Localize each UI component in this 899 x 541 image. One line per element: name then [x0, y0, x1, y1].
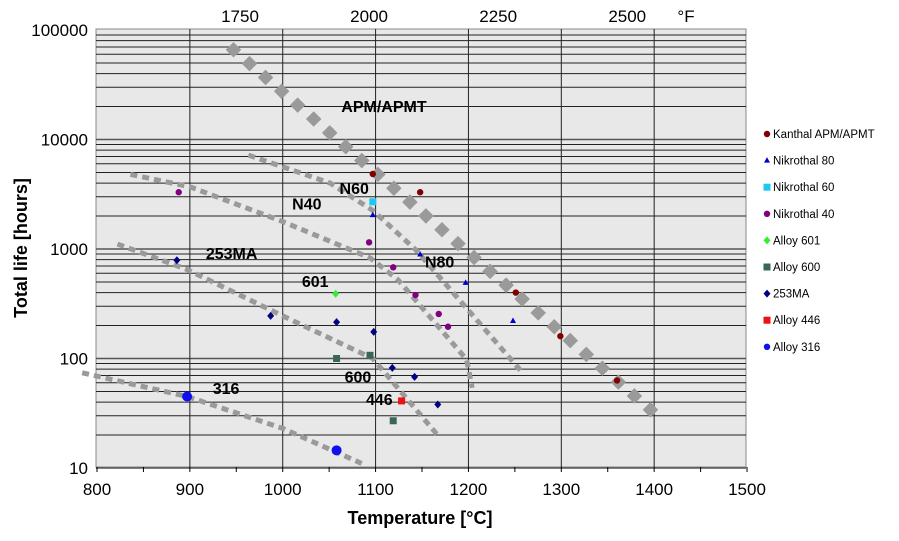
point-nikrothal-80: [369, 211, 376, 218]
trend-diamond-apm-apmt: [450, 235, 466, 252]
legend-marker: [763, 210, 771, 217]
trend-line-n60: [247, 152, 523, 372]
legend-marker: [764, 157, 770, 163]
annotation-label: 446: [366, 392, 393, 409]
point-alloy-600: [366, 351, 374, 359]
trend-diamond-apm-apmt: [386, 180, 402, 197]
point-alloy-316: [182, 391, 193, 402]
point-nikrothal-40: [390, 264, 397, 271]
fahrenheit-tick-label: 1750: [221, 7, 259, 26]
point-alloy-600: [333, 355, 341, 362]
point-kanthal-apm-apmt: [512, 289, 519, 296]
point-253ma: [370, 327, 378, 336]
trend-diamond-apm-apmt: [402, 194, 418, 210]
point-nikrothal-80: [462, 279, 469, 285]
trend-diamond-apm-apmt: [370, 166, 386, 183]
point-kanthal-apm-apmt: [557, 332, 564, 340]
legend-marker: [763, 183, 771, 191]
point-alloy-601: [332, 289, 340, 298]
x-tick-label: 1500: [728, 480, 766, 499]
annotation-label: N40: [292, 197, 321, 214]
point-nikrothal-60: [369, 198, 377, 206]
annotation-label: 600: [345, 369, 372, 386]
legend-marker: [763, 236, 771, 245]
point-253ma: [434, 400, 442, 409]
point-kanthal-apm-apmt: [416, 189, 424, 196]
annotation-label: N80: [425, 255, 454, 272]
legend-label: Nikrothal 80: [773, 156, 834, 168]
legend-label: 253MA: [773, 289, 810, 301]
point-nikrothal-40: [444, 323, 452, 330]
fahrenheit-unit-label: °F: [677, 7, 694, 26]
y-tick-label: 100000: [31, 21, 88, 40]
annotation-label: N60: [340, 181, 369, 198]
point-nikrothal-80: [417, 251, 424, 257]
y-tick-label: 100: [60, 350, 88, 369]
point-253ma: [411, 372, 419, 381]
y-tick-label: 1000: [50, 240, 88, 259]
x-tick-label: 900: [176, 480, 204, 499]
point-253ma: [173, 256, 181, 265]
point-nikrothal-80: [510, 317, 517, 324]
trend-line-n40: [129, 171, 475, 389]
point-253ma: [333, 318, 341, 327]
point-alloy-316: [331, 445, 342, 456]
legend-label: Nikrothal 40: [773, 209, 834, 221]
legend-marker: [763, 316, 771, 324]
annotation-label: 601: [302, 274, 329, 291]
point-nikrothal-40: [365, 239, 373, 246]
legend-label: Kanthal APM/APMT: [773, 129, 875, 141]
x-axis-label: Temperature [°C]: [348, 508, 493, 528]
trend-diamond-apm-apmt: [418, 208, 434, 224]
trend-diamond-apm-apmt: [337, 138, 354, 155]
legend: Kanthal APM/APMT Nikrothal 80 Nikrothal 60…: [763, 129, 875, 354]
x-tick-label: 1300: [542, 480, 580, 499]
point-253ma: [267, 311, 275, 320]
x-tick-label: 1200: [450, 480, 488, 499]
point-nikrothal-40: [435, 310, 442, 318]
trend-diamond-apm-apmt: [434, 222, 450, 238]
annotation-label: 316: [213, 381, 240, 398]
annotation-label: APM/APMT: [341, 99, 427, 116]
point-kanthal-apm-apmt: [613, 377, 621, 384]
x-tick-label: 1000: [264, 480, 302, 499]
axes: 800 900 1000 1100 1200 1300 1400 1500 10 100 1000 1…: [31, 7, 766, 499]
point-alloy-600: [389, 417, 397, 425]
y-tick-label: 10: [69, 459, 88, 478]
point-kanthal-apm-apmt: [369, 170, 376, 178]
data-points: [173, 170, 621, 456]
y-tick-label: 10000: [41, 131, 88, 150]
legend-marker: [763, 343, 771, 350]
legend-label: Alloy 446: [773, 315, 820, 327]
annotations: APM/APMT N60 N40 N80 253MA 601 316 600 446: [206, 99, 455, 409]
x-tick-label: 800: [83, 480, 111, 499]
point-nikrothal-40: [175, 189, 182, 196]
legend-marker: [763, 263, 771, 271]
trend-line-253ma: [116, 241, 442, 440]
point-nikrothal-40: [412, 291, 419, 299]
fahrenheit-tick-label: 2250: [479, 7, 517, 26]
grid-lines: [96, 29, 746, 469]
point-alloy-446: [398, 397, 406, 405]
trend-diamond-apm-apmt: [354, 152, 370, 169]
legend-marker: [763, 130, 771, 138]
fahrenheit-tick-label: 2000: [350, 7, 388, 26]
legend-label: Alloy 601: [773, 235, 820, 247]
legend-label: Nikrothal 60: [773, 182, 834, 194]
legend-label: Alloy 600: [773, 262, 820, 274]
fahrenheit-tick-label: 2500: [608, 7, 646, 26]
x-tick-label: 1100: [357, 480, 394, 499]
y-axis-label: Total life [hours]: [11, 178, 31, 318]
annotation-label: 253MA: [206, 246, 258, 263]
legend-marker: [763, 289, 771, 298]
x-tick-label: 1400: [635, 480, 673, 499]
trend-diamond-apm-apmt: [241, 55, 258, 72]
plot-area: [95, 28, 747, 468]
legend-label: Alloy 316: [773, 342, 820, 354]
point-253ma: [388, 363, 396, 372]
trend-line-316: [81, 370, 363, 466]
trend-diamond-apm-apmt: [225, 41, 242, 58]
